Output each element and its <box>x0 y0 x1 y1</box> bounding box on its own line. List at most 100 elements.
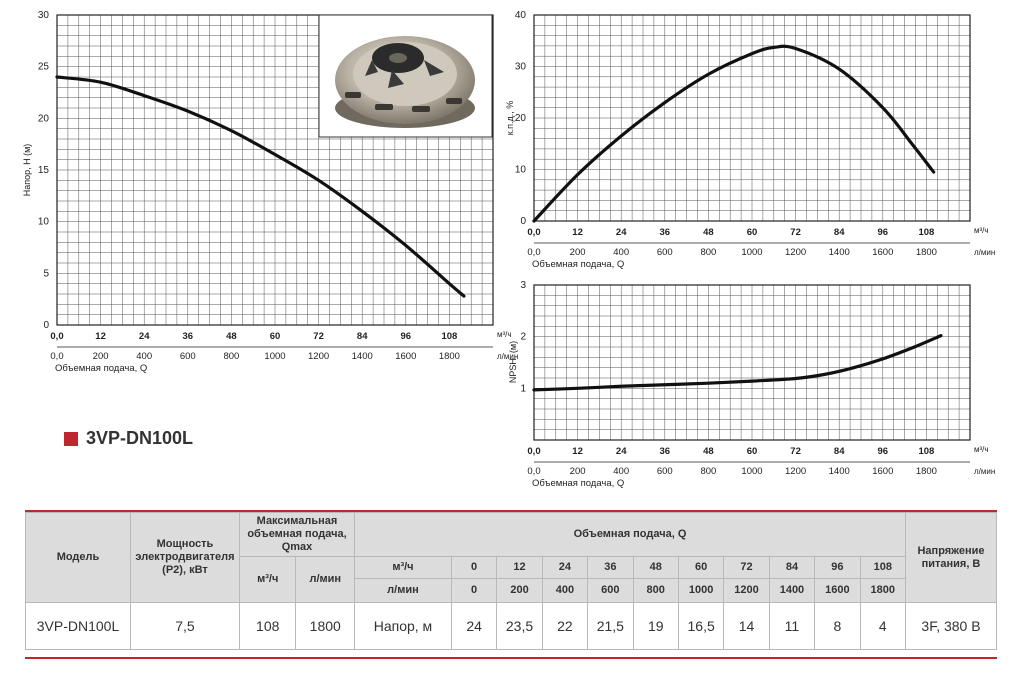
x-tick-label: 72 <box>313 331 324 342</box>
x-tick-label: 0,0 <box>527 446 540 457</box>
x2-tick-label: 1000 <box>741 247 762 258</box>
flow-m3-cell: 24 <box>541 556 589 579</box>
x-axis-label: Объемная подача, Q <box>532 259 624 270</box>
y-tick-label: 15 <box>38 165 50 176</box>
x2-tick-label: 600 <box>657 466 673 477</box>
x2-tick-label: 1800 <box>916 247 937 258</box>
x-tick-label: 36 <box>660 446 671 457</box>
y-tick-label: 30 <box>38 10 50 21</box>
head-cell: 22 <box>541 602 589 650</box>
y-tick-label: 30 <box>515 62 527 73</box>
x2-tick-label: 400 <box>613 247 629 258</box>
x2-tick-label: 1600 <box>872 466 893 477</box>
x-tick-label: 12 <box>572 227 583 238</box>
flow-m3-cell: 12 <box>496 556 543 579</box>
flow-m3-cell: 96 <box>814 556 861 579</box>
x-tick-label: 36 <box>183 331 194 342</box>
x2-unit-label: л/мин <box>974 467 995 476</box>
header-row-lmin: л/мин <box>354 578 452 603</box>
efficiency-chart: 0 10 20 30 40 0,0 12 24 36 48 60 72 84 96 108 м³/ч 0,0 20… <box>505 10 995 270</box>
flow-lmin-cell: 600 <box>587 578 634 603</box>
y-tick-label: 3 <box>520 280 526 291</box>
y-tick-label: 2 <box>520 332 526 343</box>
plot-frame <box>56 14 494 326</box>
x2-tick-label: 1800 <box>439 351 460 362</box>
x-tick-label: 36 <box>660 227 671 238</box>
x-tick-label: 84 <box>834 446 845 457</box>
x-tick-label: 84 <box>357 331 368 342</box>
x-tick-label: 12 <box>95 331 106 342</box>
y-tick-label: 0 <box>520 216 526 227</box>
y-tick-label: 40 <box>515 10 527 21</box>
x2-tick-label: 200 <box>570 247 586 258</box>
row-power: 7,5 <box>129 602 240 650</box>
flow-lmin-cell: 1200 <box>723 578 770 603</box>
x2-tick-label: 200 <box>93 351 109 362</box>
head-cell: 11 <box>768 602 816 650</box>
head-cell: 23,5 <box>496 602 543 650</box>
plot-frame <box>533 284 971 441</box>
x-tick-label: 24 <box>139 331 150 342</box>
flow-m3-cell: 48 <box>632 556 679 579</box>
x-tick-label: 60 <box>747 446 758 457</box>
x-tick-label: 0,0 <box>527 227 540 238</box>
head-cell: 4 <box>859 602 906 650</box>
flow-m3-cell: 108 <box>859 556 906 579</box>
x2-tick-label: 1200 <box>785 466 806 477</box>
x2-tick-label: 1000 <box>741 466 762 477</box>
y-tick-label: 25 <box>38 62 50 73</box>
header-voltage: Напряжение питания, В <box>904 512 998 603</box>
series-line <box>55 75 466 298</box>
x2-tick-label: 1600 <box>395 351 416 362</box>
x2-tick-label: 1200 <box>308 351 329 362</box>
head-cell: 24 <box>450 602 498 650</box>
x2-tick-label: 600 <box>657 247 673 258</box>
impeller-photo-icon <box>318 14 493 138</box>
flow-lmin-cell: 1400 <box>768 578 816 603</box>
header-row-m3: м³/ч <box>354 556 452 579</box>
x-unit-label: м³/ч <box>497 330 512 339</box>
table-row: 3VP-DN100L 7,5 108 1800 Напор, м 24 23,5… <box>25 602 998 650</box>
x-tick-label: 84 <box>834 227 845 238</box>
x2-tick-label: 400 <box>613 466 629 477</box>
x2-tick-label: 800 <box>700 247 716 258</box>
table-bottom-rule <box>25 657 997 659</box>
x-tick-label: 48 <box>226 331 237 342</box>
x-tick-label: 72 <box>790 446 801 457</box>
x-tick-label: 108 <box>441 331 457 342</box>
x2-tick-label: 1400 <box>829 247 850 258</box>
spec-table: Модель Мощность электродвигателя (P2), к… <box>25 512 998 650</box>
head-cell: 16,5 <box>677 602 725 650</box>
head-cell: 21,5 <box>587 602 634 650</box>
series-line <box>532 334 943 392</box>
flow-lmin-cell: 1800 <box>859 578 906 603</box>
x-axis-label: Объемная подача, Q <box>55 363 147 374</box>
y-tick-label: 1 <box>520 383 526 394</box>
flow-m3-cell: 36 <box>587 556 634 579</box>
x-tick-label: 96 <box>878 446 889 457</box>
row-qmax-lmin: 1800 <box>295 602 356 650</box>
model-marker-icon <box>64 431 78 446</box>
flow-m3-cell: 0 <box>450 556 498 579</box>
y-axis-label: NPSH, (м) <box>508 341 518 383</box>
x-unit-label: м³/ч <box>974 445 989 454</box>
flow-lmin-cell: 400 <box>541 578 589 603</box>
x2-tick-label: 0,0 <box>50 351 63 362</box>
x2-tick-label: 800 <box>223 351 239 362</box>
x-tick-label: 48 <box>703 446 714 457</box>
x-axis-label: Объемная подача, Q <box>532 478 624 489</box>
x-tick-label: 12 <box>572 446 583 457</box>
x-tick-label: 24 <box>616 227 627 238</box>
x-tick-label: 60 <box>747 227 758 238</box>
x2-tick-label: 1400 <box>352 351 373 362</box>
header-qmax: Максимальная объемная подача, Qmax <box>238 512 356 557</box>
y-tick-label: 20 <box>515 113 527 124</box>
x-tick-label: 72 <box>790 227 801 238</box>
y-tick-label: 20 <box>38 113 50 124</box>
model-name: 3VP-DN100L <box>86 428 194 448</box>
head-cell: 8 <box>814 602 861 650</box>
header-qmax-lmin: л/мин <box>295 556 356 603</box>
x2-unit-label: л/мин <box>497 352 518 361</box>
